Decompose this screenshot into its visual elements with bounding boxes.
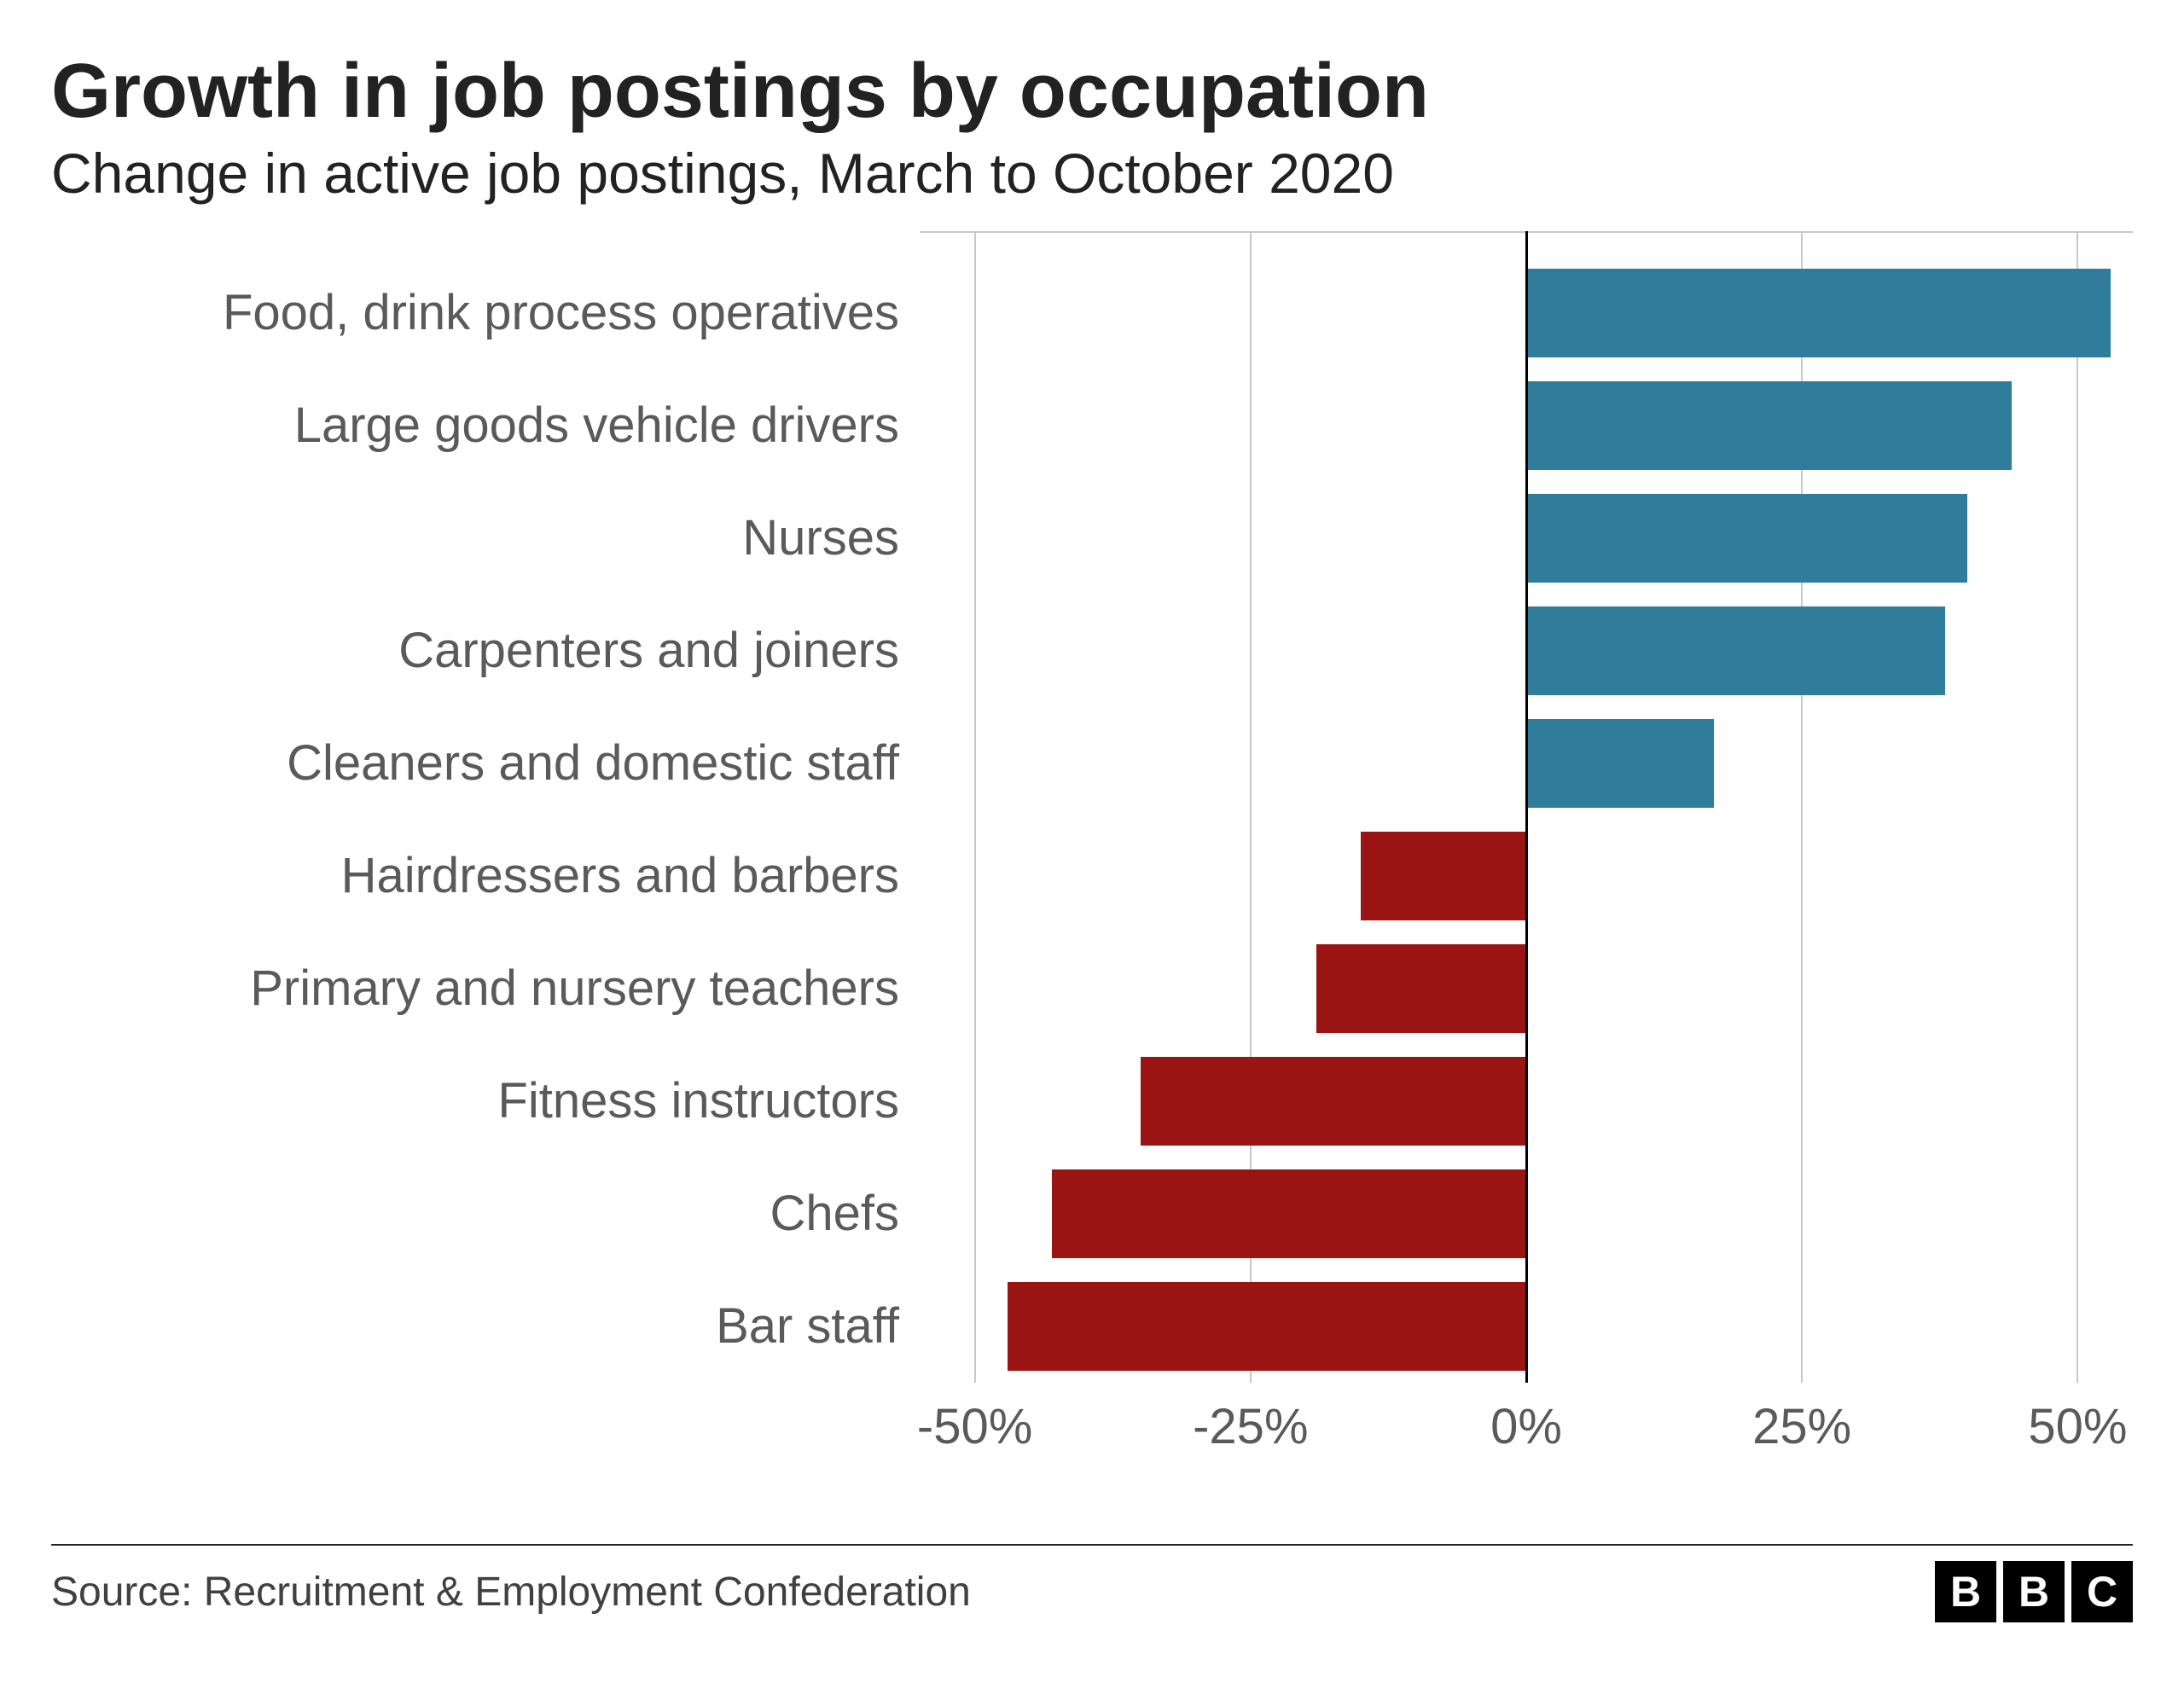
bar [1141,1057,1526,1146]
bar-cell [920,482,2133,595]
chart-subtitle: Change in active job postings, March to … [51,141,2133,206]
bar-cell [920,1045,2133,1158]
bbc-logo: BBC [1935,1561,2133,1622]
category-label: Carpenters and joiners [51,622,920,679]
category-label: Chefs [51,1185,920,1242]
chart-rows: Food, drink process operatives Large good… [51,231,2133,1383]
category-label: Primary and nursery teachers [51,960,920,1017]
source-text: Source: Recruitment & Employment Confede… [51,1569,971,1616]
table-row: Carpenters and joiners [51,595,2133,707]
x-tick-label: 50% [2028,1398,2127,1455]
x-tick-label: 25% [1752,1398,1851,1455]
axis-spacer [51,1383,920,1468]
bar [1526,719,1714,808]
bar [1316,944,1526,1033]
bar [1526,381,2012,470]
category-label: Food, drink process operatives [51,284,920,341]
logo-letter: B [1935,1561,1996,1622]
category-label: Bar staff [51,1297,920,1355]
category-label: Cleaners and domestic staff [51,734,920,792]
bar-cell [920,707,2133,820]
bar [1008,1282,1526,1371]
bar [1361,832,1526,920]
table-row: Cleaners and domestic staff [51,707,2133,820]
table-row: Nurses [51,482,2133,595]
bar [1526,494,1967,583]
footer-divider [51,1544,2133,1546]
bar-cell [920,820,2133,932]
bar-cell [920,1270,2133,1383]
bar-cell [920,1158,2133,1270]
logo-letter: B [2003,1561,2065,1622]
bar [1526,606,1945,695]
table-row: Primary and nursery teachers [51,932,2133,1045]
table-row: Hairdressers and barbers [51,820,2133,932]
category-label: Nurses [51,509,920,566]
x-tick-label: -25% [1193,1398,1308,1455]
category-label: Large goods vehicle drivers [51,397,920,454]
chart-footer: Source: Recruitment & Employment Confede… [51,1561,2133,1622]
table-row: Chefs [51,1158,2133,1270]
x-tick-label: -50% [917,1398,1032,1455]
bar-cell [920,257,2133,369]
category-label: Fitness instructors [51,1072,920,1129]
table-row: Bar staff [51,1270,2133,1383]
bar-chart: Food, drink process operatives Large good… [51,231,2133,1468]
table-row: Large goods vehicle drivers [51,369,2133,482]
bar-cell [920,595,2133,707]
bar-cell [920,932,2133,1045]
table-row: Fitness instructors [51,1045,2133,1158]
axis-ticks: -50% -25% 0% 25% 50% [920,1383,2133,1468]
chart-title: Growth in job postings by occupation [51,51,2133,132]
logo-letter: C [2071,1561,2133,1622]
table-row: Food, drink process operatives [51,257,2133,369]
x-axis: -50% -25% 0% 25% 50% [51,1383,2133,1468]
category-label: Hairdressers and barbers [51,847,920,904]
bar-cell [920,369,2133,482]
bar [1526,269,2111,357]
x-tick-label: 0% [1490,1398,1562,1455]
bar [1052,1169,1526,1258]
